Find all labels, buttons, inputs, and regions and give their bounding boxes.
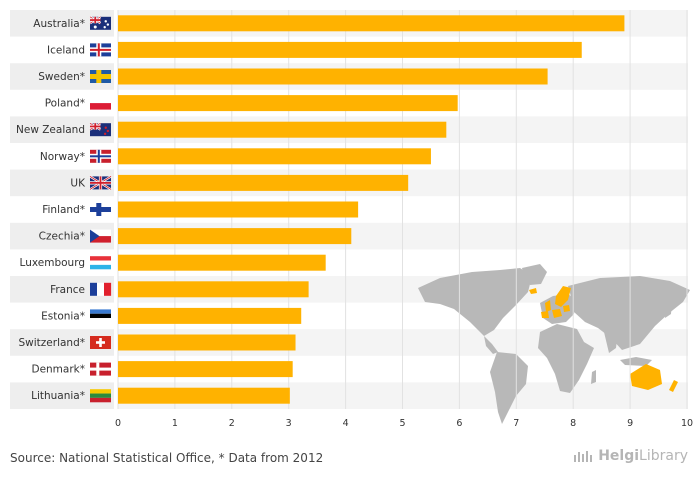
flag-finland-icon (90, 203, 111, 216)
flag-lithuania-icon (90, 389, 111, 403)
x-tick-label: 6 (456, 418, 462, 429)
category-label: Czechia* (39, 231, 85, 243)
flags (89, 15, 112, 403)
flag-denmark-icon (90, 362, 111, 376)
x-tick-label: 8 (570, 418, 576, 429)
flag-uk-icon (89, 175, 112, 191)
category-label: Poland* (45, 98, 85, 110)
category-label: New Zealand (16, 124, 85, 136)
category-label: Denmark* (31, 364, 85, 376)
category-label: Australia* (33, 18, 85, 30)
flag-australia-icon (89, 15, 111, 30)
x-tick-label: 7 (513, 418, 519, 429)
bar (118, 201, 359, 218)
flag-iceland-icon (90, 43, 111, 57)
category-label: France (50, 284, 85, 296)
bar (118, 68, 548, 85)
bar (118, 95, 458, 112)
x-tick-label: 3 (286, 418, 292, 429)
bar (118, 281, 309, 298)
bar (118, 228, 352, 245)
row-labels: Australia* Iceland Sweden* Poland* New Zeala… (16, 18, 86, 402)
category-label: Switzerland* (19, 337, 86, 349)
flag-estonia-icon (90, 309, 111, 323)
flag-new-zealand-icon (89, 122, 111, 137)
flag-norway-icon (90, 149, 111, 163)
bars (118, 15, 625, 404)
x-tick-label: 2 (229, 418, 235, 429)
x-axis-ticks: 0 1 2 3 4 5 6 7 8 9 10 (115, 418, 693, 429)
bar (118, 41, 582, 58)
category-label: Iceland (47, 44, 85, 56)
flag-sweden-icon (90, 70, 111, 83)
category-label: Norway* (40, 151, 85, 163)
category-label: Lithuania* (31, 390, 85, 402)
x-tick-label: 1 (172, 418, 178, 429)
bar (118, 121, 447, 138)
x-tick-label: 10 (681, 418, 693, 429)
flag-poland-icon (90, 96, 111, 110)
source-note: Source: National Statistical Office, * D… (10, 451, 324, 465)
library-icon (574, 451, 593, 462)
bar (118, 387, 290, 404)
bar (118, 334, 296, 351)
bar (118, 148, 431, 165)
x-tick-label: 5 (399, 418, 405, 429)
bar (118, 254, 326, 271)
bar (118, 361, 293, 378)
world-map-decoration (418, 264, 690, 424)
helgilibrary-logo: HelgiLibrary (573, 448, 688, 464)
flag-switzerland-icon (90, 336, 111, 349)
x-tick-label: 9 (627, 418, 633, 429)
category-label: Sweden* (38, 71, 85, 83)
category-label: Luxembourg (20, 257, 85, 269)
category-label: Finland* (42, 204, 85, 216)
bar (118, 15, 625, 32)
flag-czechia-icon (90, 229, 111, 243)
logo-text: Library (639, 448, 688, 464)
category-label: UK (70, 177, 86, 189)
bar-chart: Australia* Iceland Sweden* Poland* New Zeala… (10, 10, 693, 429)
flag-luxembourg-icon (90, 256, 111, 270)
x-tick-label: 0 (115, 418, 121, 429)
x-tick-label: 4 (343, 418, 349, 429)
bar (118, 307, 302, 324)
flag-france-icon (90, 282, 112, 296)
category-label: Estonia* (41, 310, 85, 322)
bar (118, 174, 409, 191)
logo-text-bold: Helgi (598, 448, 640, 464)
